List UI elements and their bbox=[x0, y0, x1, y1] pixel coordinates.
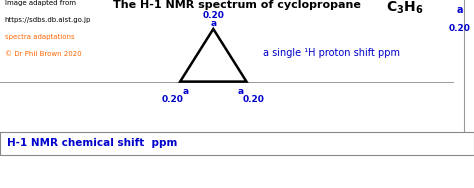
Text: spectra adaptations: spectra adaptations bbox=[5, 34, 74, 40]
Text: a: a bbox=[182, 87, 189, 96]
Text: 0.20: 0.20 bbox=[202, 11, 224, 20]
Text: https://sdbs.db.aist.go.jp: https://sdbs.db.aist.go.jp bbox=[5, 17, 91, 23]
Text: The H-1 NMR spectrum of cyclopropane: The H-1 NMR spectrum of cyclopropane bbox=[113, 0, 361, 10]
Text: a: a bbox=[238, 87, 244, 96]
Text: © Dr Phil Brown 2020: © Dr Phil Brown 2020 bbox=[5, 51, 82, 57]
Text: a: a bbox=[456, 5, 463, 15]
Text: Image adapted from: Image adapted from bbox=[5, 0, 76, 6]
Text: 0.20: 0.20 bbox=[162, 95, 184, 104]
Text: a single ¹H proton shift ppm: a single ¹H proton shift ppm bbox=[263, 48, 401, 58]
Text: $\mathbf{C_3H_6}$: $\mathbf{C_3H_6}$ bbox=[386, 0, 424, 16]
Text: 0.20: 0.20 bbox=[449, 24, 471, 33]
Text: a: a bbox=[210, 19, 216, 28]
Text: H-1 NMR chemical shift  ppm: H-1 NMR chemical shift ppm bbox=[7, 138, 177, 148]
Text: 0.20: 0.20 bbox=[243, 95, 264, 104]
